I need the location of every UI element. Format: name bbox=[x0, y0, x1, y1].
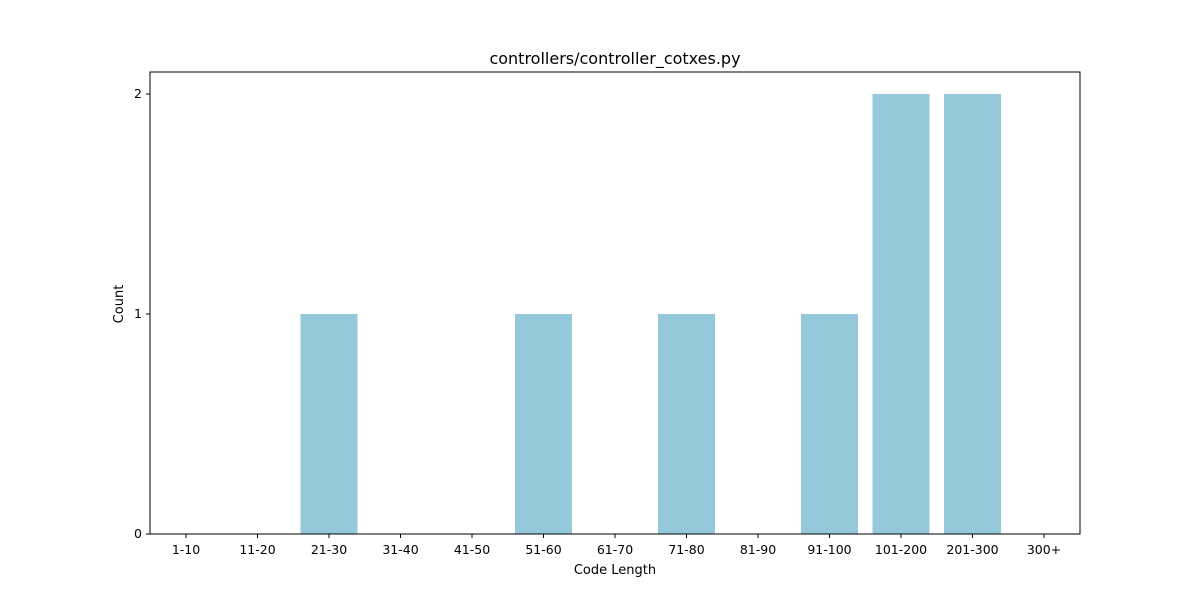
chart-title: controllers/controller_cotxes.py bbox=[489, 49, 740, 69]
x-tick-label: 81-90 bbox=[740, 542, 776, 557]
bar-21-30 bbox=[300, 314, 358, 534]
bar-91-100 bbox=[801, 314, 858, 534]
x-tick-label: 41-50 bbox=[454, 542, 490, 557]
x-tick-label: 91-100 bbox=[807, 542, 851, 557]
x-tick-label: 11-20 bbox=[239, 542, 275, 557]
x-tick-label: 201-300 bbox=[946, 542, 998, 557]
bars-layer bbox=[300, 94, 1001, 534]
y-tick-label: 0 bbox=[134, 526, 142, 541]
x-tick-label: 51-60 bbox=[525, 542, 561, 557]
bar-201-300 bbox=[944, 94, 1001, 534]
bar-101-200 bbox=[872, 94, 930, 534]
x-tick-label: 71-80 bbox=[668, 542, 704, 557]
y-tick-label: 1 bbox=[134, 306, 142, 321]
x-tick-label: 31-40 bbox=[382, 542, 418, 557]
x-tick-label: 21-30 bbox=[311, 542, 347, 557]
y-tick-label: 2 bbox=[134, 86, 142, 101]
ticks-layer: 1-10 11-20 21-30 31-40 41-50 51-60 61-70 71-80 8… bbox=[134, 86, 1061, 557]
x-tick-label: 101-200 bbox=[875, 542, 927, 557]
bar-51-60 bbox=[515, 314, 572, 534]
x-tick-label: 1-10 bbox=[172, 542, 200, 557]
x-tick-label: 300+ bbox=[1027, 542, 1061, 557]
y-axis-label: Count bbox=[112, 285, 127, 324]
x-tick-label: 61-70 bbox=[597, 542, 633, 557]
x-axis-label: Code Length bbox=[574, 563, 656, 578]
plot-area-frame bbox=[149, 71, 1081, 535]
bar-71-80 bbox=[658, 314, 715, 534]
